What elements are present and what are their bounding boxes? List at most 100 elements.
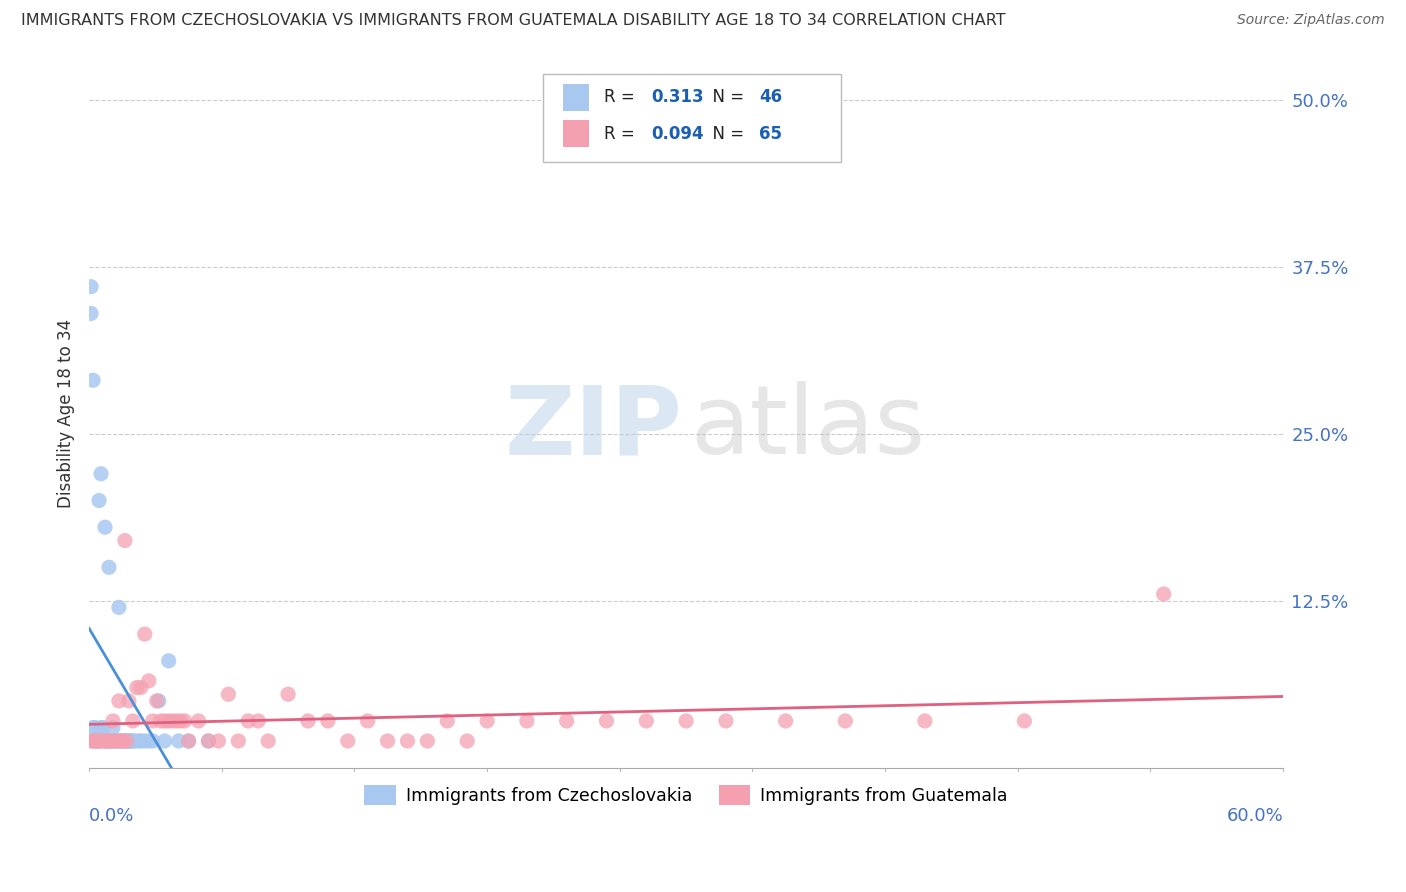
Point <box>114 734 136 748</box>
Point <box>100 734 122 748</box>
Point <box>90 721 112 735</box>
Point <box>82 721 104 735</box>
Point <box>145 694 167 708</box>
Text: Source: ZipAtlas.com: Source: ZipAtlas.com <box>1237 13 1385 28</box>
Point <box>115 734 138 748</box>
Point <box>96 734 118 748</box>
Point <box>114 533 136 548</box>
Point <box>111 734 134 748</box>
Point <box>98 560 121 574</box>
Point <box>197 734 219 748</box>
Text: 60.0%: 60.0% <box>1226 806 1284 824</box>
Point <box>128 734 150 748</box>
Point <box>104 734 127 748</box>
Point <box>138 734 160 748</box>
Point <box>82 373 104 387</box>
Point <box>87 734 110 748</box>
Point <box>124 734 146 748</box>
Point <box>134 627 156 641</box>
Point <box>84 734 107 748</box>
Point <box>110 734 132 748</box>
Point <box>173 714 195 728</box>
Point <box>91 721 114 735</box>
Point <box>595 714 617 728</box>
Point <box>80 734 103 748</box>
Point <box>775 714 797 728</box>
Point <box>357 714 380 728</box>
Point <box>121 734 143 748</box>
Point <box>157 654 180 668</box>
Point <box>148 694 170 708</box>
Text: 0.094: 0.094 <box>651 125 704 143</box>
Point <box>87 493 110 508</box>
Point <box>714 714 737 728</box>
Point <box>120 734 142 748</box>
Point <box>238 714 260 728</box>
Point <box>90 467 112 481</box>
Point <box>101 734 124 748</box>
Point <box>125 681 148 695</box>
Point <box>162 714 184 728</box>
Point <box>228 734 250 748</box>
Y-axis label: Disability Age 18 to 34: Disability Age 18 to 34 <box>58 319 75 508</box>
Point <box>118 694 141 708</box>
Point <box>108 694 131 708</box>
Point <box>111 734 134 748</box>
Point <box>110 734 132 748</box>
Point <box>187 714 209 728</box>
Point <box>516 714 538 728</box>
Point <box>166 714 188 728</box>
Point <box>84 721 107 735</box>
Text: 0.0%: 0.0% <box>89 806 135 824</box>
Point <box>104 734 127 748</box>
Text: 65: 65 <box>759 125 782 143</box>
Point <box>177 734 200 748</box>
Point <box>98 734 121 748</box>
FancyBboxPatch shape <box>543 74 841 162</box>
Point <box>247 714 270 728</box>
Text: R =: R = <box>603 88 640 106</box>
Point <box>98 734 121 748</box>
Point <box>86 734 108 748</box>
Point <box>134 734 156 748</box>
Point <box>80 279 103 293</box>
Point <box>129 734 152 748</box>
Point <box>105 734 128 748</box>
Point <box>138 673 160 688</box>
Point <box>636 714 658 728</box>
Point <box>108 600 131 615</box>
Point <box>555 714 578 728</box>
Point <box>1153 587 1175 601</box>
Point <box>108 734 131 748</box>
Text: R =: R = <box>603 125 640 143</box>
Point <box>207 734 229 748</box>
Point <box>94 734 117 748</box>
Point <box>90 734 112 748</box>
Legend: Immigrants from Czechoslovakia, Immigrants from Guatemala: Immigrants from Czechoslovakia, Immigran… <box>357 778 1015 812</box>
Point <box>121 734 143 748</box>
Point <box>1014 714 1036 728</box>
Text: ZIP: ZIP <box>505 381 682 475</box>
Point <box>217 687 239 701</box>
Point <box>169 714 191 728</box>
Point <box>197 734 219 748</box>
Point <box>336 734 359 748</box>
Point <box>94 734 117 748</box>
Point <box>100 734 122 748</box>
Point <box>834 714 856 728</box>
Point <box>84 734 107 748</box>
Point <box>142 734 165 748</box>
Point <box>377 734 399 748</box>
Point <box>118 734 141 748</box>
Point <box>101 714 124 728</box>
Text: N =: N = <box>702 125 749 143</box>
Text: 46: 46 <box>759 88 782 106</box>
Point <box>914 714 936 728</box>
Point <box>149 714 172 728</box>
Point <box>115 734 138 748</box>
Point <box>142 714 165 728</box>
Point <box>297 714 319 728</box>
Point <box>129 681 152 695</box>
Point <box>153 714 176 728</box>
Bar <box>564 120 589 147</box>
